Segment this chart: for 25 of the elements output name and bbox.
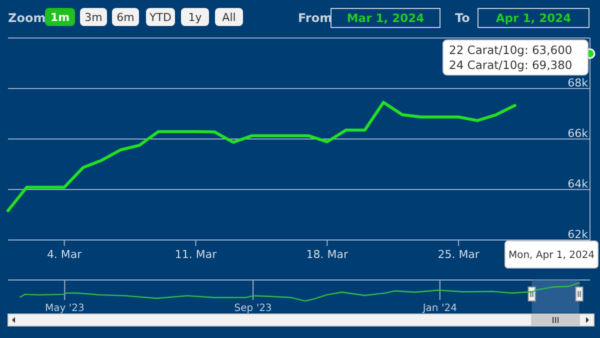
- y-tick-label: 68k: [568, 76, 589, 90]
- x-tick-label: 4. Mar: [46, 248, 82, 261]
- y-tick-label: 66k: [568, 127, 589, 140]
- text: To: [455, 11, 470, 25]
- text: Mar 1, 2024: [346, 11, 424, 25]
- annotation: 22 Carat/10g: 63,600: [449, 43, 572, 57]
- text: 6m: [116, 11, 134, 24]
- text: Apr 1, 2024: [496, 11, 572, 25]
- x-tick-label: May '23: [45, 303, 84, 314]
- y-tick-label: 62k: [568, 228, 589, 241]
- x-tick-label: 18. Mar: [306, 248, 349, 261]
- text: YTD: [148, 11, 172, 24]
- x-tick-label: 11. Mar: [174, 248, 218, 261]
- text: Mon, Apr 1, 2024: [508, 250, 595, 261]
- text: All: [222, 11, 236, 24]
- x-tick-label: Jan '24: [422, 303, 457, 314]
- text: Zoom: [8, 11, 46, 25]
- text: 1m: [50, 11, 70, 24]
- x-tick-label: Sep '23: [234, 303, 272, 314]
- text: 1y: [188, 11, 202, 24]
- y-tick-label: 64k: [568, 178, 589, 190]
- text: 3m: [84, 11, 102, 24]
- annotation: 24 Carat/10g: 69,380: [449, 58, 572, 72]
- text: From: [298, 11, 332, 25]
- x-tick-label: 25. Mar: [438, 248, 480, 261]
